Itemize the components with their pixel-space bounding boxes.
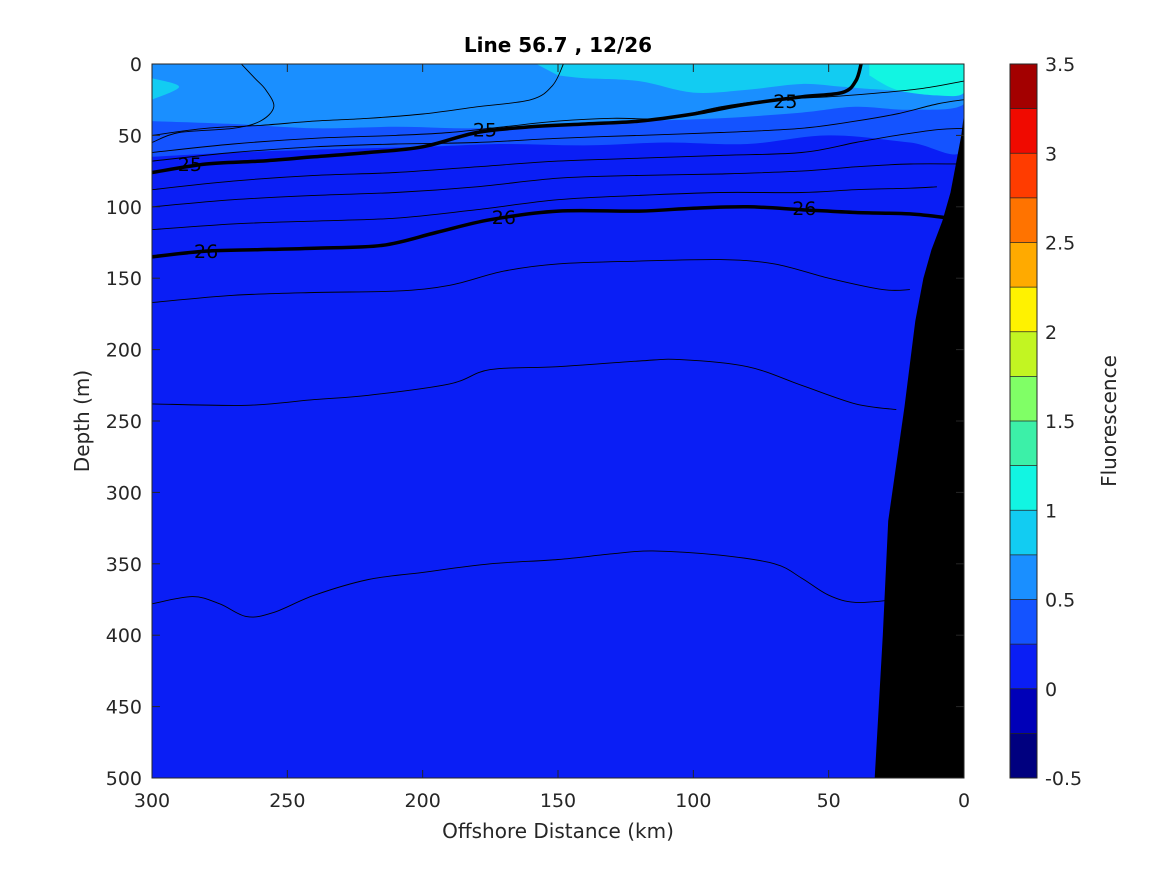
colorbar-tick-label-4: 1.5	[1045, 411, 1075, 433]
y-tick-label-0: 0	[130, 54, 142, 76]
y-tick-label-50: 50	[118, 125, 142, 147]
colorbar-label: Fluorescence	[1097, 355, 1121, 487]
colorbar-band-11	[1010, 242, 1037, 288]
thin-contour-8	[152, 358, 897, 411]
thin-contour-1	[152, 64, 564, 136]
x-tick-label-0: 0	[958, 790, 970, 812]
colorbar-band-2	[1010, 644, 1037, 689]
colorbar-tick-label-2: 2.5	[1045, 233, 1075, 255]
density-contour-25	[152, 64, 863, 175]
y-tick-label-500: 500	[106, 768, 142, 790]
y-tick-label-150: 150	[106, 268, 142, 290]
x-axis-label: Offshore Distance (km)	[442, 819, 674, 843]
colorbar-tick-label-3: 2	[1045, 322, 1057, 344]
colorbar-band-6	[1010, 465, 1037, 511]
colorbar-band-3	[1010, 599, 1037, 645]
contour-label-26-2: 26	[792, 198, 816, 220]
bathymetry-polygon	[874, 114, 964, 778]
thin-contour-5	[152, 163, 964, 208]
colorbar-band-12	[1010, 197, 1037, 243]
y-tick-label-100: 100	[106, 197, 142, 219]
colorbar-band-7	[1010, 421, 1037, 466]
colorbar-band-15	[1010, 64, 1037, 109]
y-tick-label-400: 400	[106, 625, 142, 647]
thin-contour-4	[152, 127, 964, 191]
colorbar-band-10	[1010, 287, 1037, 332]
x-tick-label-250: 250	[269, 790, 305, 812]
thin-contour-3	[152, 99, 964, 162]
x-tick-label-150: 150	[540, 790, 576, 812]
x-tick-label-300: 300	[134, 790, 170, 812]
colorbar-band-8	[1010, 376, 1037, 421]
contour-label-text-25-1: 25	[473, 120, 497, 142]
density-contour-26	[152, 205, 951, 259]
contour-label-25-1: 25	[473, 120, 497, 142]
colorbar-tick-label-8: -0.5	[1045, 768, 1082, 790]
x-tick-label-100: 100	[675, 790, 711, 812]
fluorescence-regions	[152, 64, 964, 778]
colorbar-band-4	[1010, 554, 1037, 600]
colorbar-band-5	[1010, 510, 1037, 555]
y-axis-ticks: 0 50 100 150 200 250 300 350 400 450 500	[106, 54, 964, 790]
contour-label-text-26-1: 26	[492, 207, 516, 229]
x-tick-label-50: 50	[817, 790, 841, 812]
x-tick-label-200: 200	[405, 790, 441, 812]
plot-area	[152, 64, 964, 778]
y-tick-label-350: 350	[106, 554, 142, 576]
colorbar-tick-label-5: 1	[1045, 500, 1057, 522]
thin-contour-9	[152, 550, 897, 618]
colorbar-band-9	[1010, 331, 1037, 377]
thin-contour-2	[152, 80, 964, 153]
contour-label-25-0: 25	[178, 154, 202, 176]
colorbar	[1010, 64, 1037, 778]
x-axis-ticks: 300 250 200 150 100 50 0	[134, 64, 970, 812]
y-tick-label-250: 250	[106, 411, 142, 433]
thin-density-contours	[152, 64, 964, 618]
fluorescence-region-5	[869, 64, 964, 97]
chart-title: Line 56.7 , 12/26	[464, 33, 652, 57]
colorbar-tick-label-7: 0	[1045, 679, 1057, 701]
colorbar-tick-label-1: 3	[1045, 143, 1057, 165]
colorbar-band-13	[1010, 153, 1037, 198]
fluorescence-region-4	[152, 78, 180, 100]
contour-label-25-2: 25	[773, 91, 797, 113]
contour-label-text-26-0: 26	[194, 241, 218, 263]
colorbar-tick-label-0: 3.5	[1045, 54, 1075, 76]
colorbar-band-14	[1010, 108, 1037, 154]
colorbar-ticks: 3.5 3 2.5 2 1.5 1 0.5 0 -0.5	[1045, 54, 1082, 790]
y-tick-label-300: 300	[106, 482, 142, 504]
y-tick-label-200: 200	[106, 340, 142, 362]
fluorescence-region-3	[536, 64, 964, 95]
colorbar-band-1	[1010, 688, 1037, 734]
y-axis-label: Depth (m)	[70, 370, 94, 472]
contour-label-text-25-2: 25	[773, 91, 797, 113]
contour-labels: 25 25 25 26 26 26	[178, 91, 817, 263]
labeled-density-contours	[152, 64, 951, 259]
colorbar-frame	[1009, 63, 1038, 779]
bathymetry-landmass	[874, 114, 964, 778]
contour-label-26-0: 26	[194, 241, 218, 263]
thin-contour-6	[152, 186, 937, 231]
thin-contour-7	[152, 259, 910, 303]
colorbar-band-0	[1010, 733, 1037, 778]
fluorescence-region-0	[152, 64, 964, 778]
y-tick-label-450: 450	[106, 697, 142, 719]
thin-contour-0	[152, 64, 275, 143]
colorbar-tick-label-6: 0.5	[1045, 590, 1075, 612]
contour-label-text-26-2: 26	[792, 198, 816, 220]
contour-label-text-25-0: 25	[178, 154, 202, 176]
contour-label-26-1: 26	[492, 207, 516, 229]
